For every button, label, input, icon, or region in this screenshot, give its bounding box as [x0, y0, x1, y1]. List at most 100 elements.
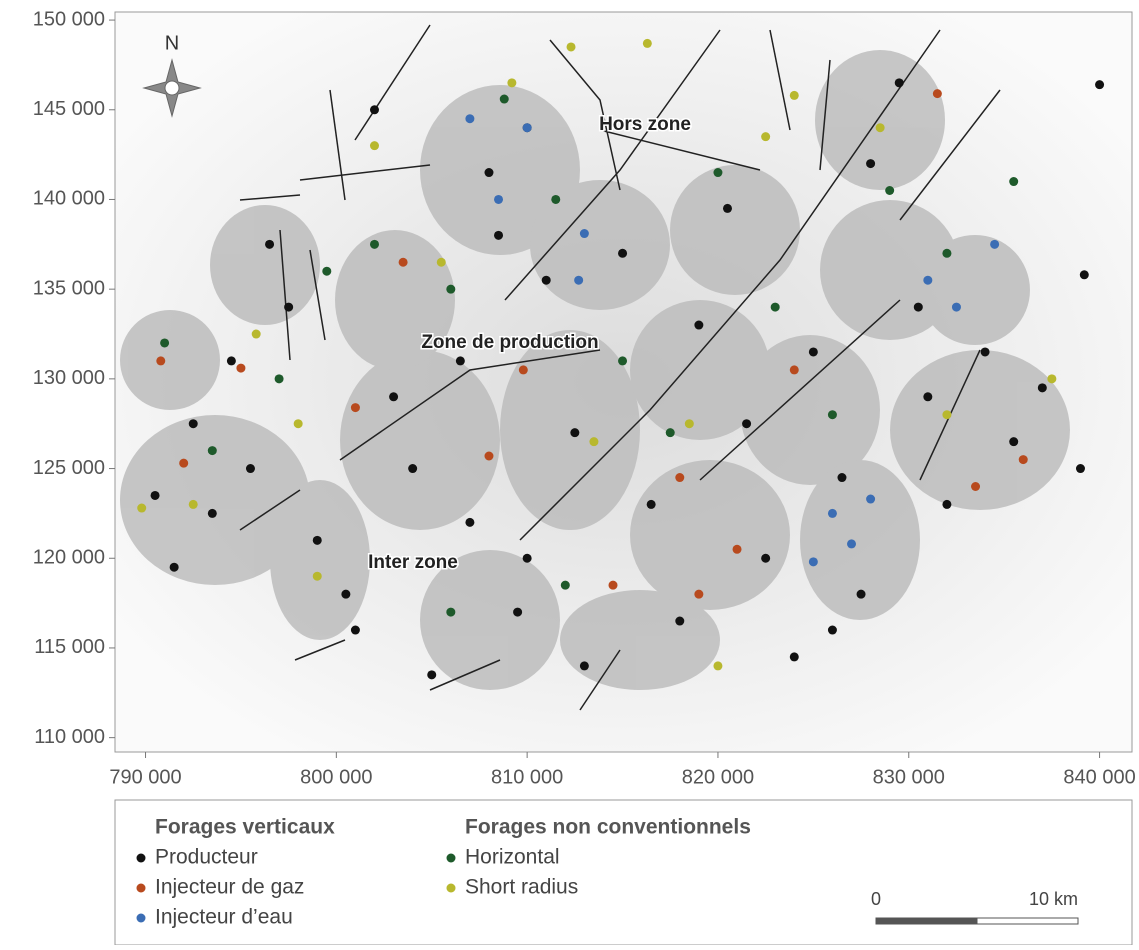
well	[513, 608, 522, 617]
legend-marker	[447, 884, 456, 893]
well	[519, 365, 528, 374]
well	[828, 410, 837, 419]
well	[942, 249, 951, 258]
y-tick-label: 130 000	[33, 367, 105, 389]
well	[990, 240, 999, 249]
well	[675, 473, 684, 482]
well	[341, 590, 350, 599]
well	[923, 276, 932, 285]
well	[313, 572, 322, 581]
well	[685, 419, 694, 428]
well	[837, 473, 846, 482]
x-tick-label: 800 000	[300, 766, 372, 788]
y-tick-label: 115 000	[34, 636, 105, 658]
well	[847, 539, 856, 548]
well	[666, 428, 675, 437]
well	[923, 392, 932, 401]
y-tick-label: 140 000	[33, 188, 105, 210]
scale-bar	[876, 918, 1078, 924]
y-tick-label: 135 000	[33, 277, 105, 299]
y-tick-label: 110 000	[34, 726, 105, 748]
well	[1009, 437, 1018, 446]
well	[694, 321, 703, 330]
well	[914, 303, 923, 312]
well	[351, 626, 360, 635]
well	[742, 419, 751, 428]
well	[618, 249, 627, 258]
y-tick-label: 150 000	[33, 8, 105, 30]
legend-label: Injecteur d’eau	[155, 906, 293, 929]
x-tick-label: 820 000	[682, 766, 754, 788]
well	[933, 89, 942, 98]
well	[160, 338, 169, 347]
scale-label: 10 km	[1029, 889, 1078, 909]
well	[942, 410, 951, 419]
well	[437, 258, 446, 267]
well	[981, 347, 990, 356]
well	[618, 356, 627, 365]
well	[580, 229, 589, 238]
well	[733, 545, 742, 554]
x-tick-label: 840 000	[1063, 766, 1135, 788]
well	[408, 464, 417, 473]
legend-marker	[137, 914, 146, 923]
well	[236, 364, 245, 373]
well	[189, 419, 198, 428]
legend-label: Short radius	[465, 876, 578, 899]
well	[647, 500, 656, 509]
well	[523, 554, 532, 563]
well	[876, 123, 885, 132]
legend-label: Producteur	[155, 846, 258, 869]
well	[609, 581, 618, 590]
scale-label: 0	[871, 889, 881, 909]
well	[723, 204, 732, 213]
legend-title: Forages verticaux	[155, 816, 335, 839]
well	[809, 347, 818, 356]
annotation: Zone de production	[421, 332, 598, 353]
well	[494, 195, 503, 204]
well	[208, 446, 217, 455]
well	[971, 482, 980, 491]
well	[790, 365, 799, 374]
well	[399, 258, 408, 267]
well	[351, 403, 360, 412]
well	[771, 303, 780, 312]
well	[574, 276, 583, 285]
well	[265, 240, 274, 249]
legend-label: Horizontal	[465, 846, 560, 869]
legend-marker	[137, 884, 146, 893]
legend-marker	[447, 854, 456, 863]
well	[1080, 270, 1089, 279]
legend-label: Injecteur de gaz	[155, 876, 304, 899]
well	[427, 670, 436, 679]
well	[227, 356, 236, 365]
well	[580, 661, 589, 670]
well	[484, 452, 493, 461]
well	[1076, 464, 1085, 473]
well	[179, 459, 188, 468]
well	[370, 105, 379, 114]
well	[857, 590, 866, 599]
well	[1038, 383, 1047, 392]
well	[1047, 374, 1056, 383]
well	[507, 78, 516, 87]
well	[294, 419, 303, 428]
well	[322, 267, 331, 276]
well	[246, 464, 255, 473]
well	[456, 356, 465, 365]
well	[284, 303, 293, 312]
well	[370, 141, 379, 150]
well	[809, 557, 818, 566]
well	[1009, 177, 1018, 186]
x-tick-label: 810 000	[491, 766, 563, 788]
well	[866, 159, 875, 168]
well	[713, 168, 722, 177]
well	[551, 195, 560, 204]
well	[170, 563, 179, 572]
well	[156, 356, 165, 365]
north-label: N	[165, 32, 179, 54]
y-tick-label: 125 000	[33, 457, 105, 479]
well	[208, 509, 217, 518]
well	[570, 428, 579, 437]
well	[942, 500, 951, 509]
